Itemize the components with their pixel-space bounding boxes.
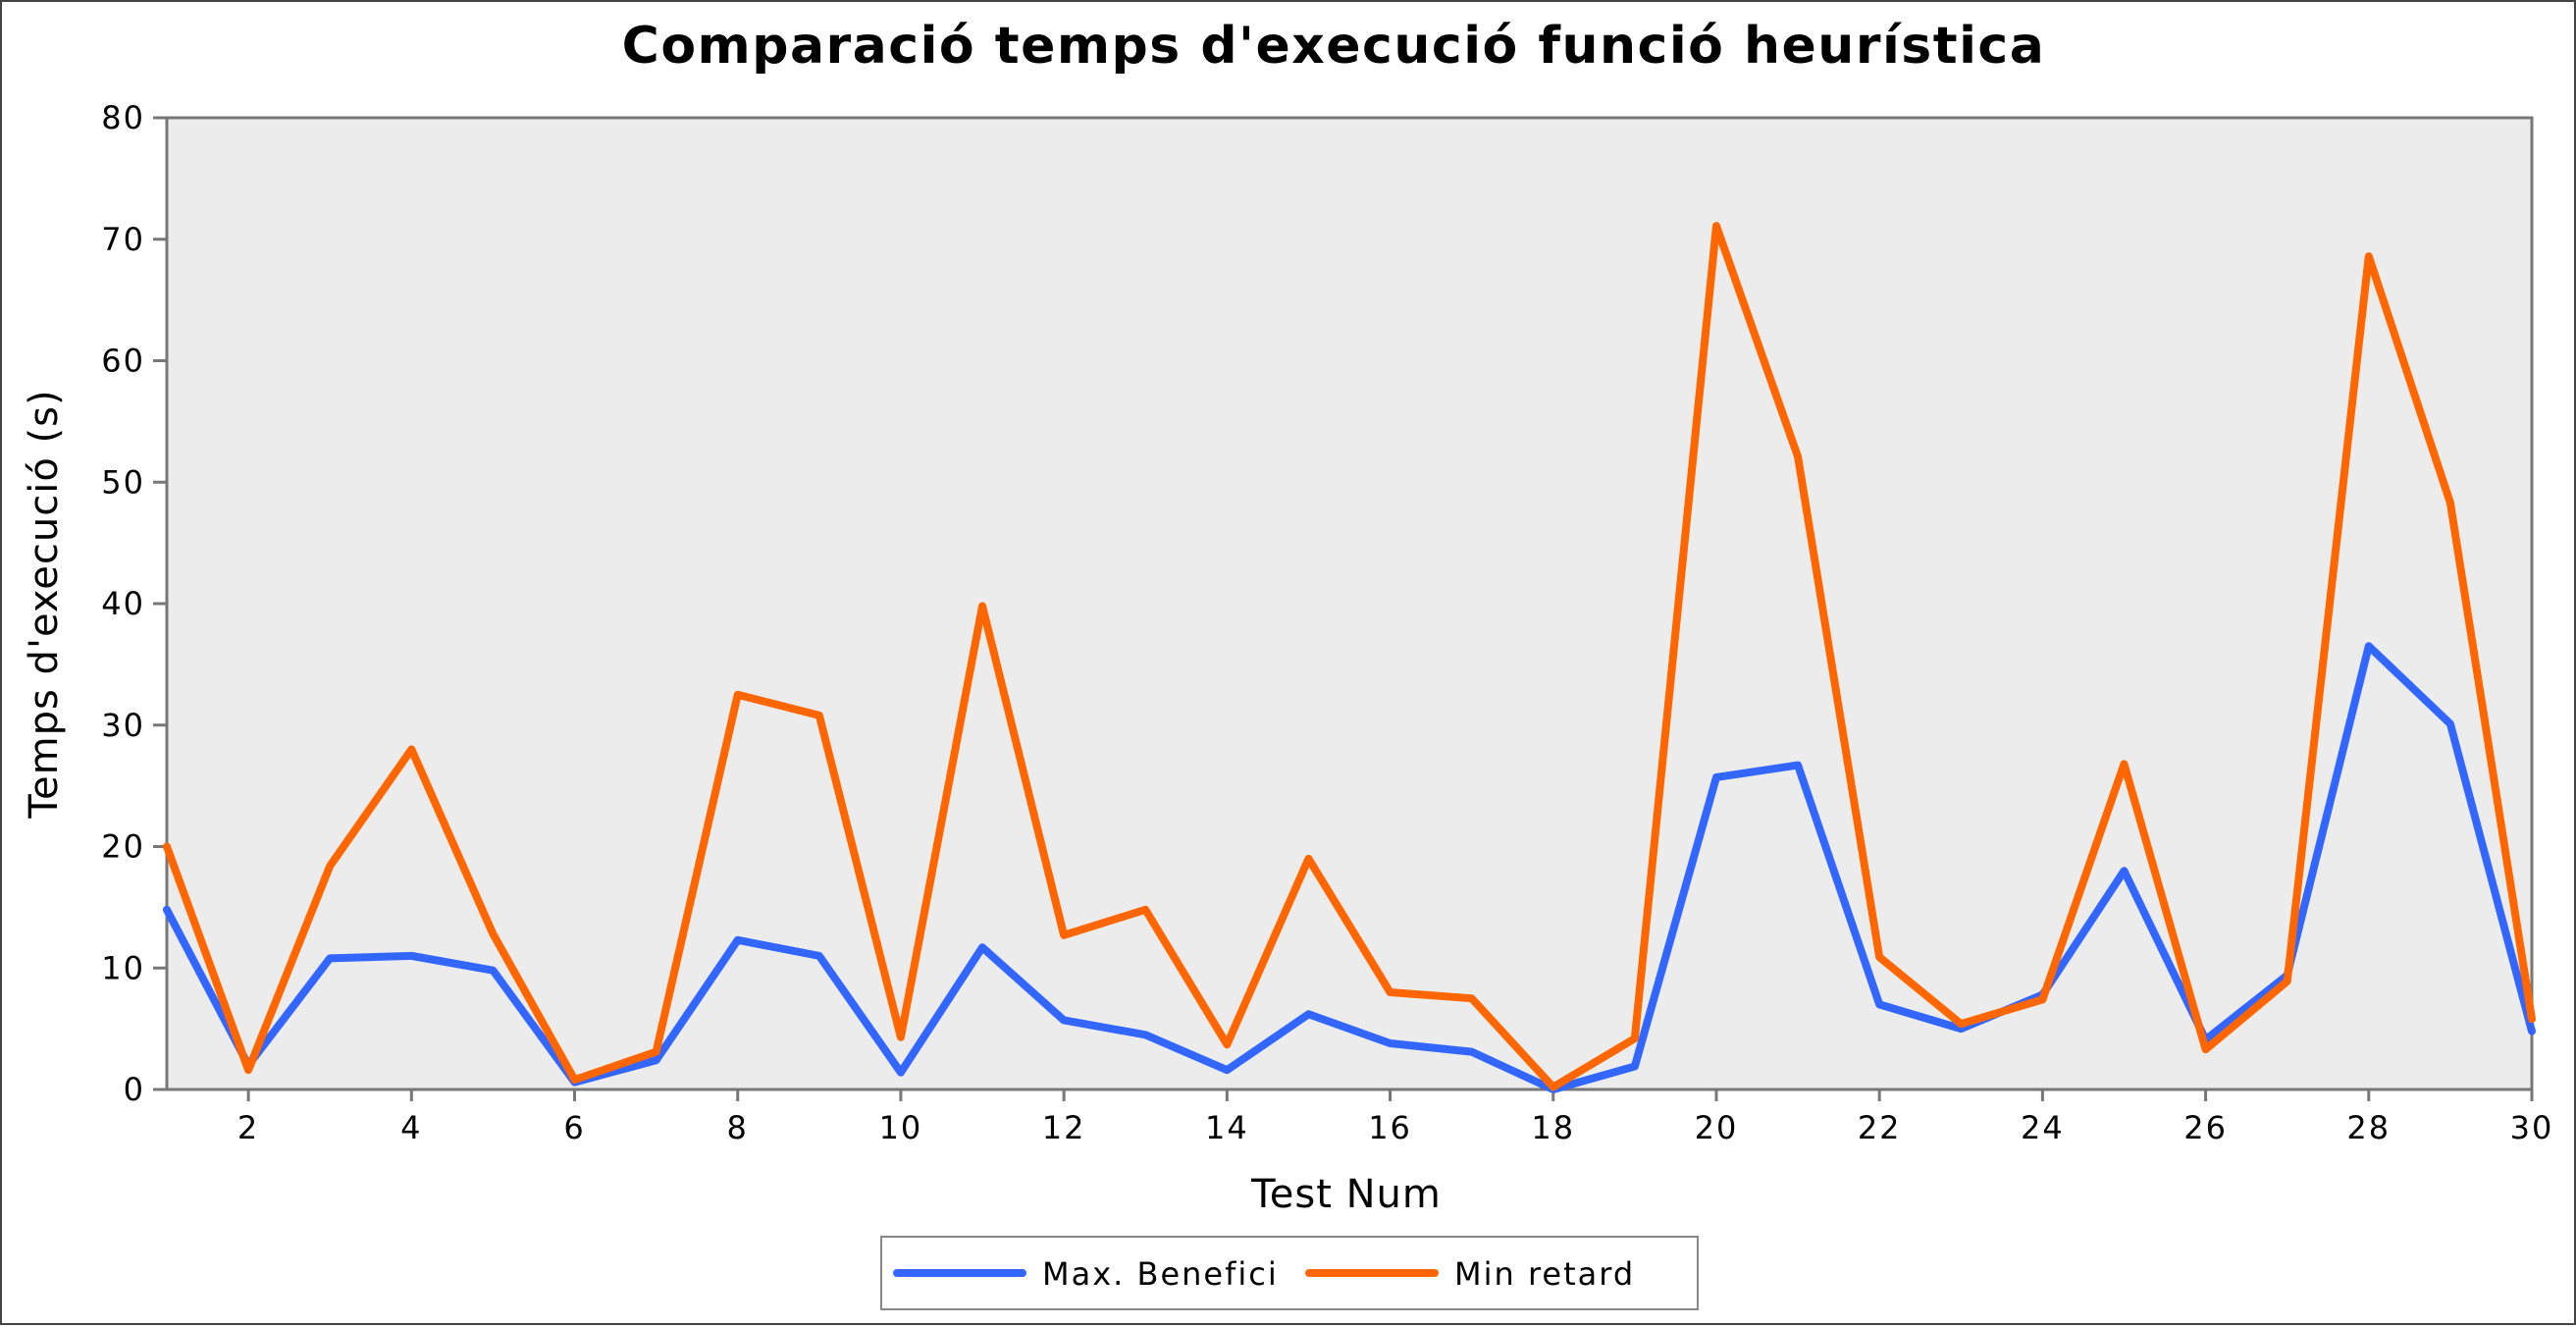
x-axis-label: Test Num — [1250, 1172, 1442, 1217]
x-tick-label: 10 — [879, 1109, 923, 1146]
y-tick-label: 30 — [101, 707, 145, 744]
x-tick-label: 24 — [2021, 1109, 2065, 1146]
x-tick-label: 20 — [1695, 1109, 1739, 1146]
y-tick-label: 60 — [101, 343, 145, 380]
legend-label-min-retard: Min retard — [1454, 1255, 1635, 1293]
x-tick-label: 26 — [2183, 1109, 2228, 1146]
series-line-min-retard — [163, 222, 2536, 1091]
series-layer — [163, 222, 2536, 1093]
y-tick-label: 40 — [101, 585, 145, 622]
x-tick-label: 14 — [1205, 1109, 1249, 1146]
x-tick-label: 2 — [237, 1109, 259, 1146]
x-tick-label: 28 — [2346, 1109, 2391, 1146]
x-tick-label: 4 — [400, 1109, 422, 1146]
y-axis: 0 10 20 30 40 50 60 70 80 — [101, 99, 167, 1108]
y-tick-label: 20 — [101, 828, 145, 866]
x-axis: 2 4 6 8 10 12 14 16 18 20 22 24 26 28 30 — [237, 1089, 2554, 1146]
y-tick-label: 70 — [101, 221, 145, 258]
y-tick-label: 80 — [101, 99, 145, 136]
x-tick-label: 30 — [2510, 1109, 2554, 1146]
x-tick-label: 22 — [1858, 1109, 1902, 1146]
legend: Max. Benefici Min retard — [880, 1236, 1699, 1310]
x-tick-label: 8 — [727, 1109, 749, 1146]
series-line-max-benefici — [163, 642, 2536, 1093]
y-tick-label: 10 — [101, 949, 145, 986]
x-tick-label: 12 — [1042, 1109, 1086, 1146]
y-tick-label: 0 — [124, 1071, 145, 1108]
x-tick-label: 18 — [1531, 1109, 1575, 1146]
legend-label-max-benefici: Max. Benefici — [1042, 1255, 1279, 1293]
y-tick-label: 50 — [101, 463, 145, 501]
x-tick-label: 16 — [1368, 1109, 1412, 1146]
y-axis-label: Temps d'execució (s) — [22, 389, 67, 819]
x-tick-label: 6 — [563, 1109, 585, 1146]
chart-title: Comparació temps d'execució funció heurí… — [622, 17, 2046, 76]
